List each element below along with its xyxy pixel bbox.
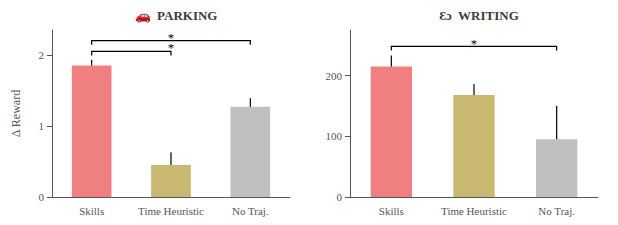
svg-text:200: 200 <box>326 70 343 82</box>
svg-text:Ɛɔ WRITING: Ɛɔ WRITING <box>439 8 519 23</box>
svg-text:Δ Reward: Δ Reward <box>9 90 23 137</box>
svg-text:100: 100 <box>326 130 343 142</box>
svg-text:0: 0 <box>337 191 343 203</box>
svg-text:Skills: Skills <box>379 205 404 217</box>
svg-text:*: * <box>168 30 175 45</box>
svg-text:Skills: Skills <box>79 205 104 217</box>
svg-text:🚗 PARKING: 🚗 PARKING <box>135 8 218 23</box>
svg-text:Time Heuristic: Time Heuristic <box>441 205 507 217</box>
svg-text:*: * <box>471 36 478 51</box>
svg-text:No Traj.: No Traj. <box>538 205 575 217</box>
svg-text:0: 0 <box>39 191 45 203</box>
svg-text:No Traj.: No Traj. <box>232 205 269 217</box>
svg-text:1: 1 <box>39 120 45 132</box>
svg-text:Time Heuristic: Time Heuristic <box>138 205 204 217</box>
svg-text:2: 2 <box>39 49 45 61</box>
